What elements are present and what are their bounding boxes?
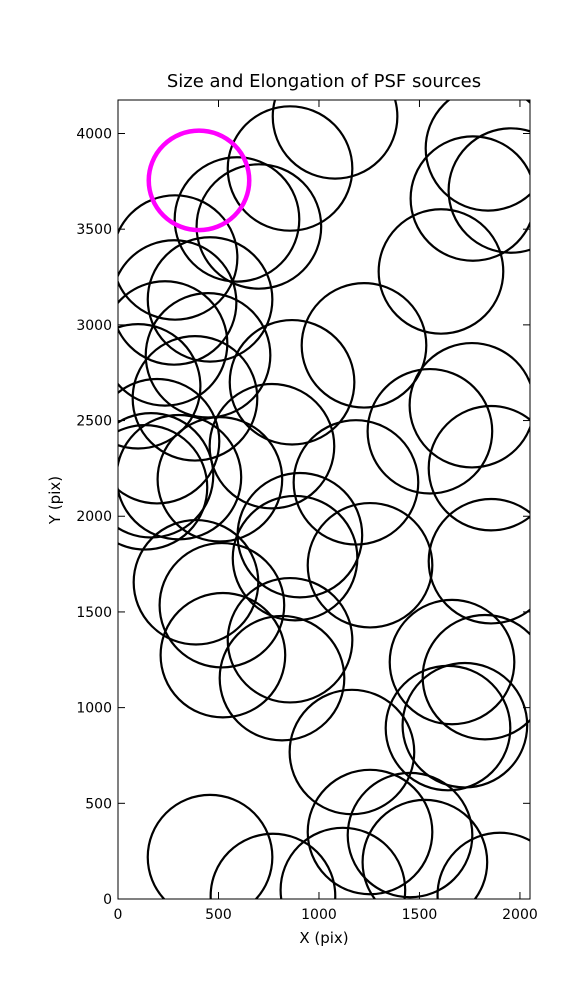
psf-ellipse (300, 282, 428, 409)
y-tick-label: 2500 (76, 414, 112, 430)
psf-ellipse (146, 128, 252, 233)
psf-ellipse (118, 194, 239, 321)
psf-ellipse (218, 614, 346, 742)
psf-ellipse (226, 576, 354, 704)
psf-ellipse (361, 798, 489, 899)
psf-ellipse (118, 412, 215, 539)
psf-ellipse (146, 236, 274, 363)
psf-ellipse (118, 280, 229, 407)
psf-ellipse (384, 664, 512, 792)
psf-ellipse (173, 156, 301, 283)
psf-ellipse (436, 831, 530, 899)
x-tick-label: 0 (114, 907, 123, 923)
x-axis-label: X (pix) (299, 929, 348, 947)
psf-ellipse (427, 497, 530, 625)
psf-ellipse (118, 323, 202, 450)
psf-ellipse (377, 208, 505, 335)
y-tick-label: 3000 (76, 318, 112, 334)
psf-ellipse (158, 541, 286, 669)
psf-ellipse (409, 135, 530, 262)
psf-ellipse (271, 100, 399, 180)
psf-ellipse (231, 494, 359, 622)
psf-ellipse (146, 793, 274, 899)
y-tick-label: 4000 (76, 126, 112, 142)
y-tick-label: 1500 (76, 605, 112, 621)
psf-ellipse (421, 613, 530, 741)
psf-ellipse (408, 341, 530, 469)
psf-ellipse (346, 771, 474, 899)
psf-ellipse (424, 100, 530, 212)
psf-ellipse (118, 239, 238, 366)
axes-frame (117, 99, 531, 900)
psf-ellipse (427, 404, 530, 532)
psf-ellipse (228, 318, 356, 446)
psf-ellipse (159, 591, 287, 719)
y-tick-label: 0 (103, 892, 112, 908)
psf-ellipse (118, 377, 221, 505)
psf-ellipse (156, 416, 284, 543)
psf-ellipse (306, 501, 434, 629)
psf-ellipse (195, 163, 323, 290)
psf-ellipse (447, 127, 530, 254)
psf-ellipse (279, 826, 407, 899)
psf-ellipse (388, 598, 516, 726)
x-tick-label: 500 (205, 907, 232, 923)
psf-ellipse (226, 105, 354, 232)
psf-ellipse (118, 424, 209, 551)
chart-title: Size and Elongation of PSF sources (167, 71, 481, 92)
y-tick-label: 3500 (76, 222, 112, 238)
x-tick-label: 2000 (502, 907, 538, 923)
y-tick-label: 500 (85, 796, 112, 812)
psf-ellipse (366, 367, 494, 495)
x-tick-label: 1000 (301, 907, 337, 923)
psf-ellipse (131, 335, 259, 462)
y-tick-label: 2000 (76, 509, 112, 525)
x-tick-label: 1500 (402, 907, 438, 923)
plot-area (118, 100, 530, 899)
psf-ellipse (209, 832, 337, 899)
y-tick-label: 1000 (76, 701, 112, 717)
y-axis-label: Y (pix) (46, 476, 64, 525)
psf-ellipse (306, 768, 434, 896)
psf-ellipse (132, 518, 260, 646)
psf-ellipse (208, 382, 336, 510)
